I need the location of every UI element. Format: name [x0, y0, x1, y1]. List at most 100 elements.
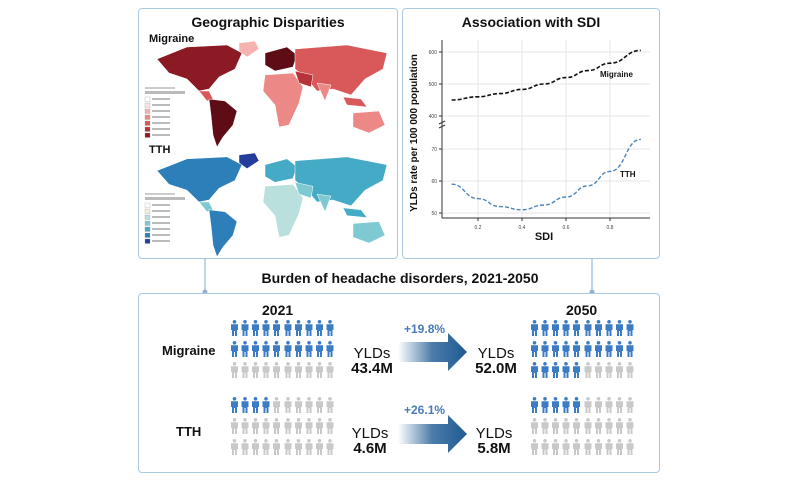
person-icon: [562, 362, 570, 378]
person-icon: [241, 362, 249, 378]
person-icon: [231, 418, 238, 434]
legend-swatch: [144, 202, 151, 208]
y-tick-label: 50: [431, 211, 437, 217]
person-icon: [626, 320, 634, 336]
person-icon: [552, 439, 559, 455]
sdi-association-panel: Association with SDI: [402, 8, 660, 259]
region-middle-east: [294, 182, 314, 199]
person-icon: [252, 362, 259, 378]
person-icon: [231, 341, 238, 357]
person-icon: [295, 418, 302, 434]
y-tick-label: 400: [429, 114, 438, 120]
ylds-label: YLDs: [475, 425, 513, 442]
person-icon: [595, 418, 602, 434]
tth-end-ylds: YLDs 5.8M: [474, 426, 514, 456]
person-icon: [626, 362, 634, 378]
person-icon: [531, 320, 538, 336]
x-tick-label: 0.2: [475, 225, 482, 231]
tth-start-ylds: YLDs 4.6M: [350, 426, 390, 456]
person-icon: [562, 320, 570, 336]
y-tick-label: 70: [431, 147, 437, 153]
person-icon: [241, 341, 249, 357]
person-icon: [326, 439, 334, 455]
person-icon: [616, 418, 623, 434]
person-icon: [252, 320, 259, 336]
person-icon: [284, 341, 292, 357]
person-icon: [541, 439, 549, 455]
legend-swatch: [144, 102, 151, 108]
start-people-grid-migraine: [231, 320, 334, 378]
person-icon: [605, 439, 613, 455]
person-icon: [231, 397, 238, 413]
migraine-end-ylds: YLDs 52.0M: [474, 346, 518, 376]
legend-swatch: [144, 214, 151, 220]
person-icon: [273, 320, 280, 336]
legend-swatch: [144, 238, 151, 244]
map-legend: [144, 193, 185, 244]
person-icon: [531, 439, 538, 455]
panel-title: Geographic Disparities: [191, 14, 345, 30]
person-icon: [262, 362, 270, 378]
person-icon: [316, 341, 323, 357]
person-icon: [605, 397, 613, 413]
person-icon: [316, 418, 323, 434]
person-icon: [626, 418, 634, 434]
person-icon: [326, 341, 334, 357]
region-india: [316, 193, 332, 213]
person-icon: [584, 418, 592, 434]
person-icon: [316, 320, 323, 336]
region-se-asia: [342, 96, 368, 108]
tth-change: +26.1%: [404, 403, 446, 417]
region-south-america: [208, 209, 238, 258]
legend-swatch: [144, 132, 151, 138]
person-icon: [541, 418, 549, 434]
person-icon: [573, 439, 580, 455]
person-icon: [595, 341, 602, 357]
region-greenland: [238, 152, 260, 169]
person-icon: [305, 397, 313, 413]
person-icon: [573, 320, 580, 336]
person-icon: [552, 418, 559, 434]
ylds-label: YLDs: [477, 345, 515, 362]
person-icon: [295, 439, 302, 455]
person-icon: [531, 418, 538, 434]
person-icon: [252, 397, 259, 413]
person-icon: [584, 362, 592, 378]
y-axis-label: YLDs rate per 100 000 population: [409, 54, 420, 212]
person-icon: [284, 439, 292, 455]
ylds-value: 43.4M: [351, 360, 393, 377]
person-icon: [295, 320, 302, 336]
person-icon: [316, 362, 323, 378]
person-icon: [252, 439, 259, 455]
person-icon: [273, 397, 280, 413]
x-tick-label: 0.8: [607, 225, 614, 231]
person-icon: [584, 439, 592, 455]
person-icon: [241, 439, 249, 455]
person-icon: [284, 418, 292, 434]
burden-title: Burden of headache disorders, 2021-2050: [261, 270, 539, 286]
person-icon: [273, 418, 280, 434]
sdi-line-chart: YLDs rate per 100 000 population SDI 0.2…: [409, 40, 650, 243]
person-icon: [326, 362, 334, 378]
person-icon: [316, 397, 323, 413]
person-icon: [584, 397, 592, 413]
migraine-start-ylds: YLDs 43.4M: [350, 346, 394, 376]
person-icon: [605, 341, 613, 357]
person-icon: [295, 397, 302, 413]
migraine-map-label: Migraine: [149, 33, 195, 45]
person-icon: [616, 397, 623, 413]
person-icon: [262, 418, 270, 434]
person-icon: [605, 320, 613, 336]
region-india: [316, 82, 332, 102]
year-start: 2021: [262, 302, 294, 318]
person-icon: [605, 418, 613, 434]
person-icon: [305, 439, 313, 455]
person-icon: [552, 341, 559, 357]
series-line-tth: [451, 138, 641, 211]
person-icon: [262, 320, 270, 336]
legend-swatch: [144, 226, 151, 232]
year-end: 2050: [566, 302, 598, 318]
ylds-value: 4.6M: [353, 440, 387, 457]
legend-swatch: [144, 232, 151, 238]
axis-break-mark: [438, 120, 446, 129]
